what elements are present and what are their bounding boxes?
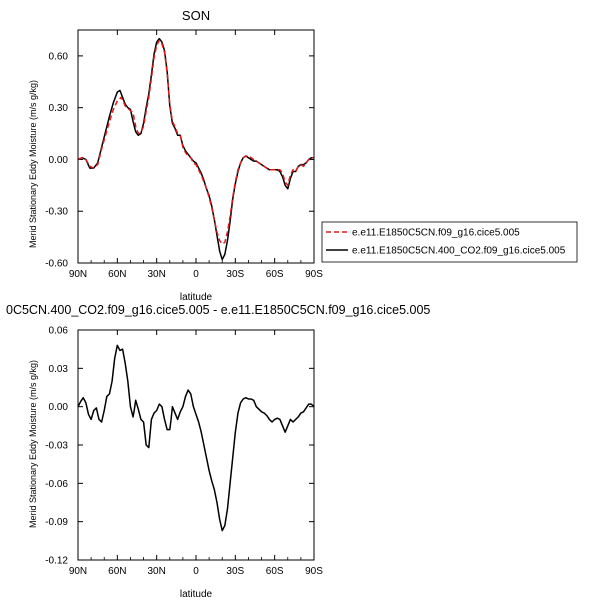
top-x-tick-label: 90S	[305, 269, 323, 280]
bottom-y-tick-label: -0.06	[45, 479, 68, 490]
top-axis-ticks: 90N 60N 30N 0 30S 60S 90S -0.60 -0.30 0.00 0.30 0.6…	[45, 30, 323, 280]
bottom-y-tick-label: -0.12	[45, 556, 68, 567]
bottom-y-tick-label: 0.06	[49, 326, 69, 337]
legend-box	[321, 221, 578, 263]
bottom-x-tick-label: 90S	[305, 566, 323, 577]
top-y-axis-label: Merid Stationary Eddy Moisture (m/s g/kg…	[28, 80, 38, 248]
bottom-x-tick-label: 60S	[266, 566, 284, 577]
bottom-x-tick-label: 0	[193, 566, 199, 577]
top-y-tick-label: 0.60	[49, 51, 69, 62]
top-x-tick-label: 30S	[226, 269, 244, 280]
top-y-tick-label: 0.30	[49, 103, 69, 114]
top-chart-title: SON	[182, 8, 210, 23]
top-x-tick-label: 0	[193, 269, 199, 280]
bottom-x-axis-label: latitude	[180, 589, 213, 600]
bottom-y-tick-label: -0.09	[45, 517, 68, 528]
top-plot-frame	[77, 29, 315, 264]
bottom-x-tick-label: 30S	[226, 566, 244, 577]
bottom-x-tick-label: 30N	[147, 566, 165, 577]
bottom-x-tick-label: 90N	[69, 566, 87, 577]
panel-top: SON Merid Stationary Eddy Moisture (m/s …	[28, 8, 323, 303]
legend: e.e11.E1850C5CN.f09_g16.cice5.005 e.e11.…	[321, 221, 578, 263]
bottom-series-line-0	[77, 344, 315, 532]
top-x-axis-label: latitude	[180, 292, 213, 303]
top-series-lines	[77, 37, 314, 261]
top-x-tick-label: 30N	[147, 269, 165, 280]
legend-label-co2: e.e11.E1850C5CN.400_CO2.f09_g16.cice5.00…	[352, 246, 566, 257]
bottom-y-tick-label: 0.03	[49, 364, 69, 375]
top-y-tick-label: 0.00	[49, 155, 69, 166]
bottom-y-tick-label: 0.00	[49, 402, 69, 413]
top-x-tick-label: 60N	[108, 269, 126, 280]
top-x-tick-label: 90N	[69, 269, 87, 280]
bottom-chart-title: 0C5CN.400_CO2.f09_g16.cice5.005 - e.e11.…	[6, 303, 430, 317]
bottom-y-tick-label: -0.03	[45, 441, 68, 452]
bottom-x-tick-label: 60N	[108, 566, 126, 577]
bottom-series-lines	[77, 344, 315, 532]
panel-bottom: 0C5CN.400_CO2.f09_g16.cice5.005 - e.e11.…	[6, 303, 430, 600]
top-x-tick-label: 60S	[266, 269, 284, 280]
bottom-axis-ticks: 90N 60N 30N 0 30S 60S 90S -0.12 -0.09 -0.06 -0.03 0…	[45, 326, 323, 578]
bottom-plot-frame	[77, 329, 315, 561]
top-series-line-1	[77, 37, 314, 261]
top-series-line-0	[77, 39, 314, 245]
top-y-tick-label: -0.30	[45, 207, 68, 218]
bottom-y-axis-label: Merid Stationary Eddy Moisture (m/s g/kg…	[28, 360, 38, 528]
legend-label-control: e.e11.E1850C5CN.f09_g16.cice5.005	[352, 228, 520, 239]
top-y-tick-label: -0.60	[45, 259, 68, 270]
